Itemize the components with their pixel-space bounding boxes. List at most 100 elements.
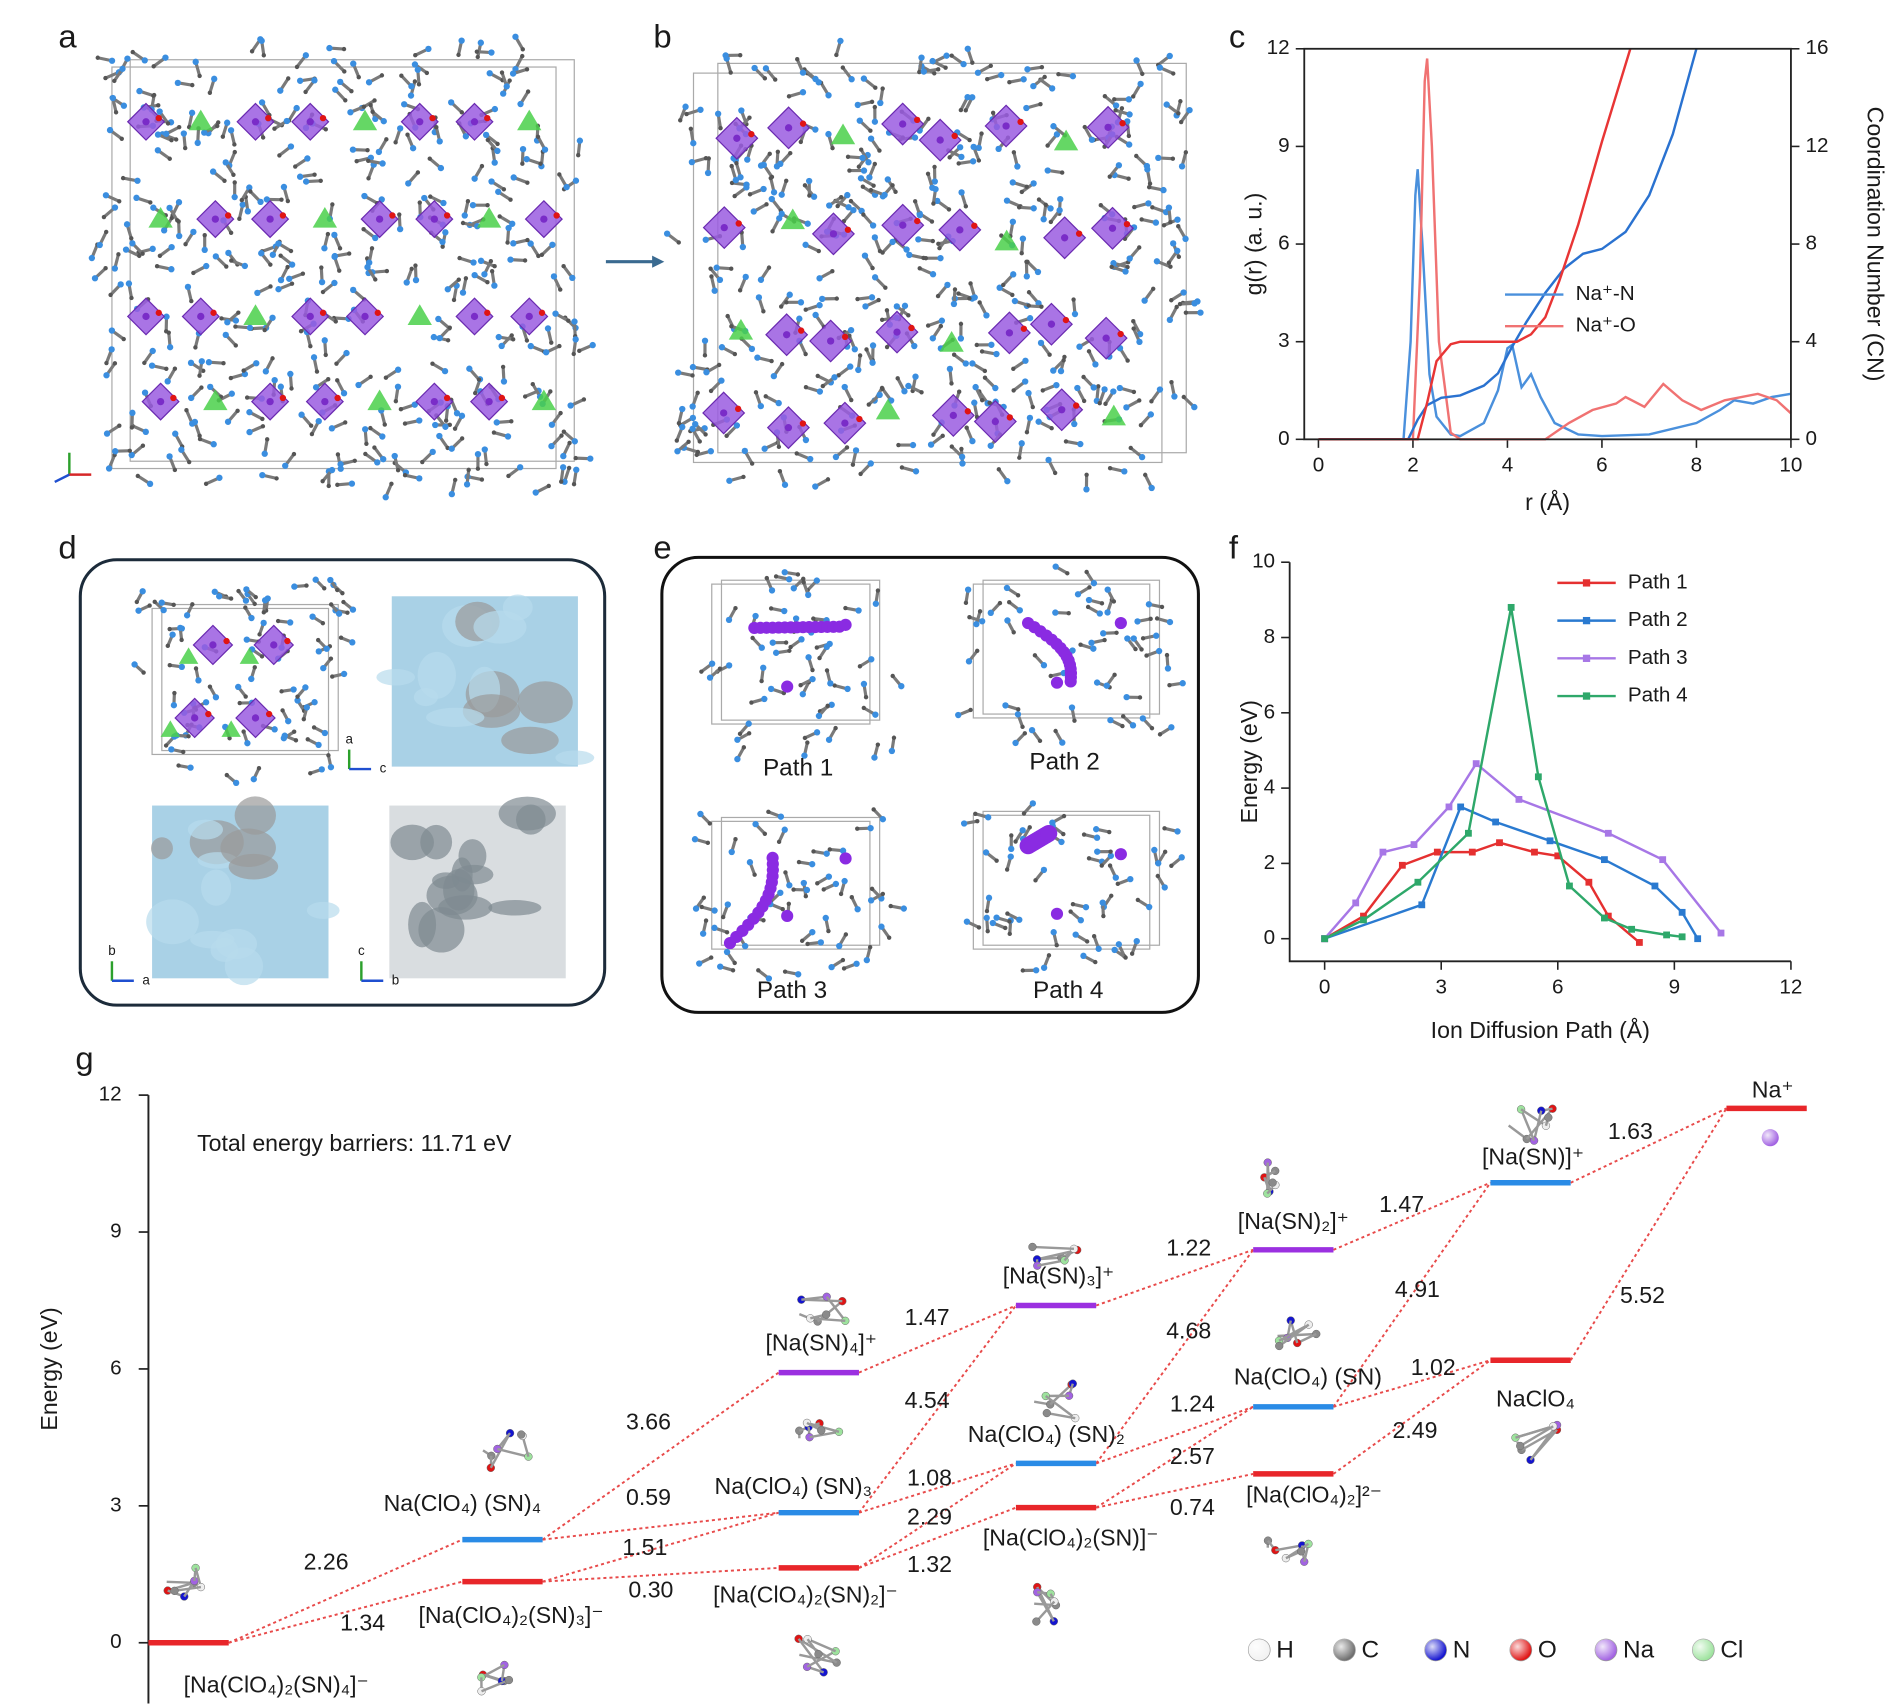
- legend-swatch: [1582, 654, 1591, 662]
- atom: [148, 362, 156, 369]
- atom: [970, 60, 975, 65]
- atom: [1083, 486, 1090, 493]
- atom: [714, 110, 722, 117]
- atom: [783, 870, 788, 875]
- transition: [1096, 1472, 1254, 1509]
- atom: [801, 752, 808, 759]
- atom: [228, 596, 234, 601]
- atom: [1093, 959, 1098, 965]
- level-label: [Na(ClO₄)₂(SN)₄]⁻: [184, 1672, 369, 1698]
- atom: [361, 104, 367, 109]
- atom: [124, 55, 131, 62]
- atom: [812, 126, 819, 133]
- atom: [1090, 645, 1097, 652]
- atom: [1022, 731, 1028, 736]
- atom: [507, 256, 514, 263]
- atom: [1022, 357, 1029, 364]
- atom: [1085, 596, 1093, 604]
- atom: [932, 71, 937, 76]
- atom: [279, 197, 284, 202]
- cell-edge: [161, 603, 339, 752]
- atom: [337, 461, 344, 468]
- marker: [1433, 848, 1441, 856]
- atom: [762, 76, 768, 81]
- atom: [1011, 297, 1019, 305]
- atom: [1006, 599, 1012, 605]
- atom: [822, 1310, 831, 1319]
- level-label: [Na(SN)₄]⁺: [765, 1330, 877, 1356]
- atom: [259, 654, 265, 659]
- atom: [553, 212, 560, 219]
- level-label: Na⁺: [1752, 1077, 1794, 1103]
- atom: [1107, 716, 1114, 724]
- atom: [931, 432, 936, 437]
- atom: [181, 749, 186, 755]
- atom: [211, 215, 219, 223]
- transition: [1570, 1107, 1727, 1184]
- bond: [497, 1447, 529, 1458]
- atom: [117, 199, 122, 204]
- atom: [853, 960, 860, 967]
- atom: [836, 942, 843, 950]
- transition: [1569, 1107, 1728, 1361]
- atom: [1086, 349, 1092, 354]
- atom: [888, 747, 896, 755]
- atom: [294, 697, 301, 704]
- marker: [1468, 848, 1476, 856]
- atom: [803, 351, 808, 357]
- atom: [1177, 301, 1183, 307]
- atom: [800, 879, 807, 887]
- atom: [796, 859, 802, 865]
- atom: [301, 716, 306, 722]
- atom: [166, 453, 173, 460]
- atom: [1129, 951, 1135, 956]
- atom: [517, 1430, 526, 1439]
- atom: [737, 174, 744, 181]
- atom-legend-label: Cl: [1720, 1637, 1743, 1664]
- atom: [770, 372, 778, 380]
- atom: [817, 1426, 826, 1435]
- atom: [333, 319, 338, 324]
- atom: [709, 274, 714, 279]
- atom: [958, 189, 965, 196]
- atom: [136, 87, 143, 95]
- atom: [453, 410, 461, 417]
- y-tick-label: 6: [110, 1356, 122, 1379]
- atom: [416, 118, 424, 126]
- void-surface: [454, 864, 494, 885]
- atom: [795, 971, 802, 978]
- atom: [256, 765, 262, 771]
- atom: [202, 699, 210, 706]
- atom: [900, 905, 908, 912]
- polyhedron: [830, 123, 856, 145]
- atom: [170, 1586, 179, 1595]
- atom: [1007, 853, 1014, 860]
- atom: [183, 145, 188, 151]
- atom: [121, 336, 126, 342]
- atom: [1114, 848, 1127, 861]
- atom: [1052, 609, 1059, 616]
- atom: [349, 146, 357, 153]
- atom: [540, 215, 548, 223]
- polyhedron: [367, 389, 392, 411]
- atom: [156, 103, 161, 108]
- atom: [484, 114, 491, 122]
- atom: [1169, 863, 1174, 868]
- atom: [366, 158, 371, 164]
- atom: [188, 109, 196, 116]
- atom: [778, 210, 785, 218]
- y2-tick-label: 12: [1806, 134, 1829, 157]
- atom: [860, 75, 868, 82]
- atom: [411, 401, 418, 408]
- atom: [778, 191, 785, 198]
- atom: [277, 87, 284, 94]
- atom: [855, 607, 862, 614]
- atom: [197, 433, 202, 438]
- atom: [816, 275, 823, 282]
- void-surface: [146, 899, 199, 945]
- atom: [751, 64, 758, 72]
- atom: [741, 745, 747, 750]
- atom: [997, 600, 1003, 606]
- atom: [382, 494, 389, 501]
- atom: [548, 421, 556, 428]
